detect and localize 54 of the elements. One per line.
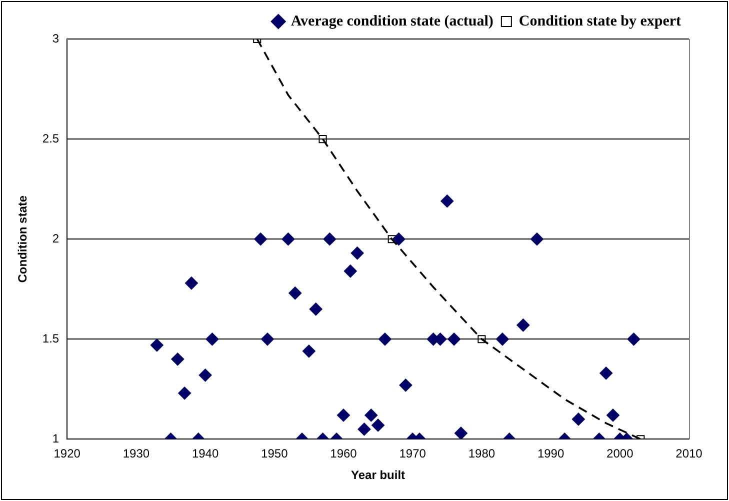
point (440, 194, 454, 208)
point (600, 366, 613, 380)
x-tick-label: 2000 (606, 446, 634, 461)
x-axis-title: Year built (351, 468, 406, 482)
y-tick-label: 3 (52, 31, 60, 46)
point (282, 232, 295, 246)
y-tick-label: 1.5 (42, 331, 60, 346)
x-tick-label: 1990 (537, 446, 564, 461)
point (378, 332, 392, 346)
point (392, 232, 406, 246)
x-tick-label: 1930 (122, 446, 150, 461)
y-tick-label: 2 (52, 231, 60, 246)
point (350, 246, 364, 260)
legend-label: Average condition state (actual) (290, 13, 494, 30)
x-tick-label: 1920 (54, 446, 81, 461)
point (260, 332, 274, 346)
y-axis-title: Condition state (16, 195, 30, 283)
x-tick-label: 1980 (468, 446, 496, 461)
point (627, 332, 640, 346)
point (516, 318, 530, 332)
y-tick-label: 1 (52, 432, 60, 446)
point (318, 135, 327, 144)
point (344, 264, 357, 278)
point (572, 412, 585, 426)
point (448, 332, 461, 346)
point (372, 418, 385, 432)
point (206, 332, 219, 346)
point (454, 426, 468, 440)
point (399, 378, 412, 392)
point (198, 368, 212, 382)
legend-label: Condition state by expert (518, 13, 682, 30)
point (388, 235, 396, 244)
point (184, 276, 198, 290)
point (302, 344, 316, 358)
point (496, 332, 509, 346)
x-tick-label: 1940 (192, 446, 219, 461)
point (364, 408, 378, 422)
point (530, 232, 544, 246)
point (606, 408, 620, 422)
point (323, 232, 336, 246)
point (171, 352, 184, 366)
x-tick-label: 1970 (399, 446, 426, 461)
x-tick-label: 2010 (676, 446, 703, 461)
y-tick-label: 2.5 (42, 131, 60, 146)
point (336, 408, 350, 422)
point (478, 335, 486, 344)
point (178, 386, 192, 400)
point (309, 302, 322, 316)
point (150, 338, 164, 352)
x-tick-label: 1950 (261, 446, 288, 461)
x-tick-label: 1960 (330, 446, 358, 461)
point (288, 286, 302, 300)
point (254, 232, 268, 246)
point (358, 422, 371, 436)
